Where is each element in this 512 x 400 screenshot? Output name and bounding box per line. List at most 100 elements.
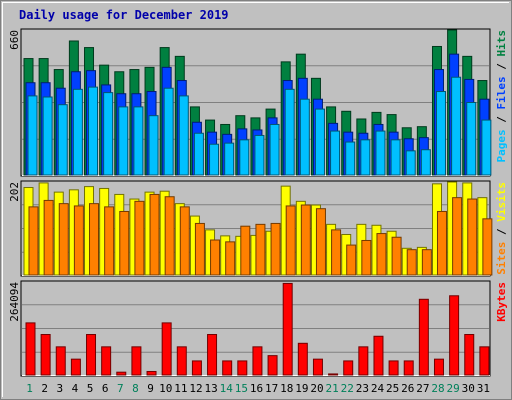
legend-hits_files_pages: Pages / Files / Hits bbox=[495, 30, 508, 163]
legend-entry: Hits bbox=[495, 30, 508, 57]
bar-sites-day-13 bbox=[210, 239, 221, 276]
bar-sites-day-3 bbox=[58, 203, 69, 276]
bar-kbytes-day-16 bbox=[252, 346, 263, 376]
bar-pages-day-6 bbox=[103, 92, 114, 176]
x-tick-label-day-1: 1 bbox=[26, 382, 33, 395]
x-tick-label-day-11: 11 bbox=[174, 382, 187, 395]
bar-pages-day-21 bbox=[330, 130, 341, 176]
legend-kbytes: KBytes bbox=[495, 282, 508, 322]
bar-pages-day-15 bbox=[239, 139, 250, 176]
legend-entry: / bbox=[495, 222, 508, 242]
bar-sites-day-18 bbox=[285, 205, 296, 276]
bar-pages-day-14 bbox=[224, 142, 235, 176]
x-tick-label-day-2: 2 bbox=[41, 382, 48, 395]
bar-pages-day-22 bbox=[345, 141, 356, 176]
legend-entry: Sites bbox=[495, 242, 508, 275]
bar-kbytes-day-8 bbox=[131, 346, 142, 376]
bar-pages-day-12 bbox=[193, 132, 204, 176]
bar-kbytes-day-1 bbox=[25, 322, 36, 376]
x-tick-label-day-8: 8 bbox=[132, 382, 139, 395]
x-tick-label-day-19: 19 bbox=[295, 382, 308, 395]
bar-kbytes-day-5 bbox=[86, 334, 97, 376]
bar-kbytes-day-14 bbox=[222, 360, 233, 376]
bar-sites-day-24 bbox=[376, 233, 387, 276]
x-tick-label-day-21: 21 bbox=[326, 382, 339, 395]
x-tick-label-day-23: 23 bbox=[356, 382, 369, 395]
bar-kbytes-day-28 bbox=[433, 358, 444, 376]
legend-entry: Visits bbox=[495, 182, 508, 222]
bar-kbytes-day-29 bbox=[449, 295, 460, 376]
bar-kbytes-day-25 bbox=[388, 360, 399, 376]
bar-pages-day-11 bbox=[178, 95, 189, 176]
bar-pages-day-9 bbox=[148, 115, 159, 176]
bar-sites-day-19 bbox=[300, 204, 311, 276]
bar-pages-day-19 bbox=[299, 98, 310, 176]
bar-sites-day-21 bbox=[331, 229, 342, 276]
bar-pages-day-24 bbox=[375, 130, 386, 176]
bar-kbytes-day-6 bbox=[101, 346, 112, 376]
x-tick-label-day-16: 16 bbox=[250, 382, 263, 395]
bar-sites-day-17 bbox=[270, 222, 281, 276]
bar-kbytes-day-10 bbox=[161, 322, 172, 376]
bar-kbytes-day-12 bbox=[191, 360, 202, 376]
x-tick-label-day-10: 10 bbox=[159, 382, 172, 395]
x-tick-label-day-29: 29 bbox=[447, 382, 460, 395]
chart-title: Daily usage for December 2019 bbox=[19, 8, 229, 22]
bar-pages-day-8 bbox=[133, 106, 144, 176]
bar-pages-day-3 bbox=[57, 104, 68, 176]
bar-sites-day-26 bbox=[406, 249, 417, 276]
bar-pages-day-29 bbox=[451, 76, 462, 176]
x-tick-label-day-4: 4 bbox=[72, 382, 79, 395]
bar-sites-day-9 bbox=[149, 193, 160, 276]
bar-sites-day-20 bbox=[315, 208, 326, 276]
bar-pages-day-23 bbox=[360, 139, 371, 176]
bar-sites-day-23 bbox=[361, 239, 372, 276]
bar-sites-day-6 bbox=[104, 206, 115, 276]
bar-pages-day-5 bbox=[88, 86, 99, 176]
bar-kbytes-day-17 bbox=[267, 355, 278, 376]
bar-kbytes-day-7 bbox=[116, 371, 127, 376]
x-tick-label-day-18: 18 bbox=[280, 382, 293, 395]
bar-sites-day-16 bbox=[255, 223, 266, 276]
bar-kbytes-day-30 bbox=[464, 334, 475, 376]
bar-pages-day-2 bbox=[42, 96, 53, 176]
x-tick-label-day-30: 30 bbox=[462, 382, 475, 395]
bar-pages-day-20 bbox=[314, 108, 325, 176]
bar-pages-day-7 bbox=[118, 106, 129, 176]
legend-entry: KBytes bbox=[495, 282, 508, 322]
bar-sites-day-28 bbox=[436, 210, 447, 276]
bar-pages-day-13 bbox=[209, 143, 220, 176]
x-tick-label-day-14: 14 bbox=[220, 382, 234, 395]
bar-kbytes-day-15 bbox=[237, 360, 248, 376]
bar-pages-day-17 bbox=[269, 123, 280, 176]
bar-kbytes-day-4 bbox=[70, 358, 81, 376]
x-tick-label-day-17: 17 bbox=[265, 382, 278, 395]
bar-pages-day-27 bbox=[420, 149, 431, 176]
x-tick-label-day-22: 22 bbox=[341, 382, 354, 395]
legend-entry: Pages bbox=[495, 129, 508, 162]
x-tick-label-day-27: 27 bbox=[416, 382, 429, 395]
x-tick-label-day-24: 24 bbox=[371, 382, 385, 395]
bar-pages-day-25 bbox=[390, 139, 401, 176]
bar-pages-day-31 bbox=[481, 119, 492, 176]
bar-sites-day-25 bbox=[391, 236, 402, 276]
y-max-label-hits_files_pages: 660 bbox=[8, 30, 21, 50]
bar-kbytes-day-23 bbox=[358, 346, 369, 376]
bar-kbytes-day-13 bbox=[207, 334, 218, 376]
bar-pages-day-26 bbox=[405, 150, 416, 176]
x-tick-label-day-5: 5 bbox=[87, 382, 94, 395]
bar-sites-day-12 bbox=[194, 222, 205, 276]
x-tick-label-day-3: 3 bbox=[57, 382, 64, 395]
bar-sites-day-5 bbox=[89, 203, 100, 276]
bar-kbytes-day-26 bbox=[403, 360, 414, 376]
bar-sites-day-7 bbox=[119, 210, 130, 276]
bar-sites-day-1 bbox=[28, 206, 39, 276]
bar-kbytes-day-27 bbox=[418, 298, 429, 376]
bar-pages-day-10 bbox=[163, 87, 174, 176]
bar-kbytes-day-3 bbox=[55, 346, 66, 376]
bar-sites-day-22 bbox=[346, 244, 357, 276]
bar-sites-day-30 bbox=[467, 198, 478, 276]
bar-sites-day-31 bbox=[482, 218, 493, 276]
bar-pages-day-30 bbox=[466, 102, 477, 176]
